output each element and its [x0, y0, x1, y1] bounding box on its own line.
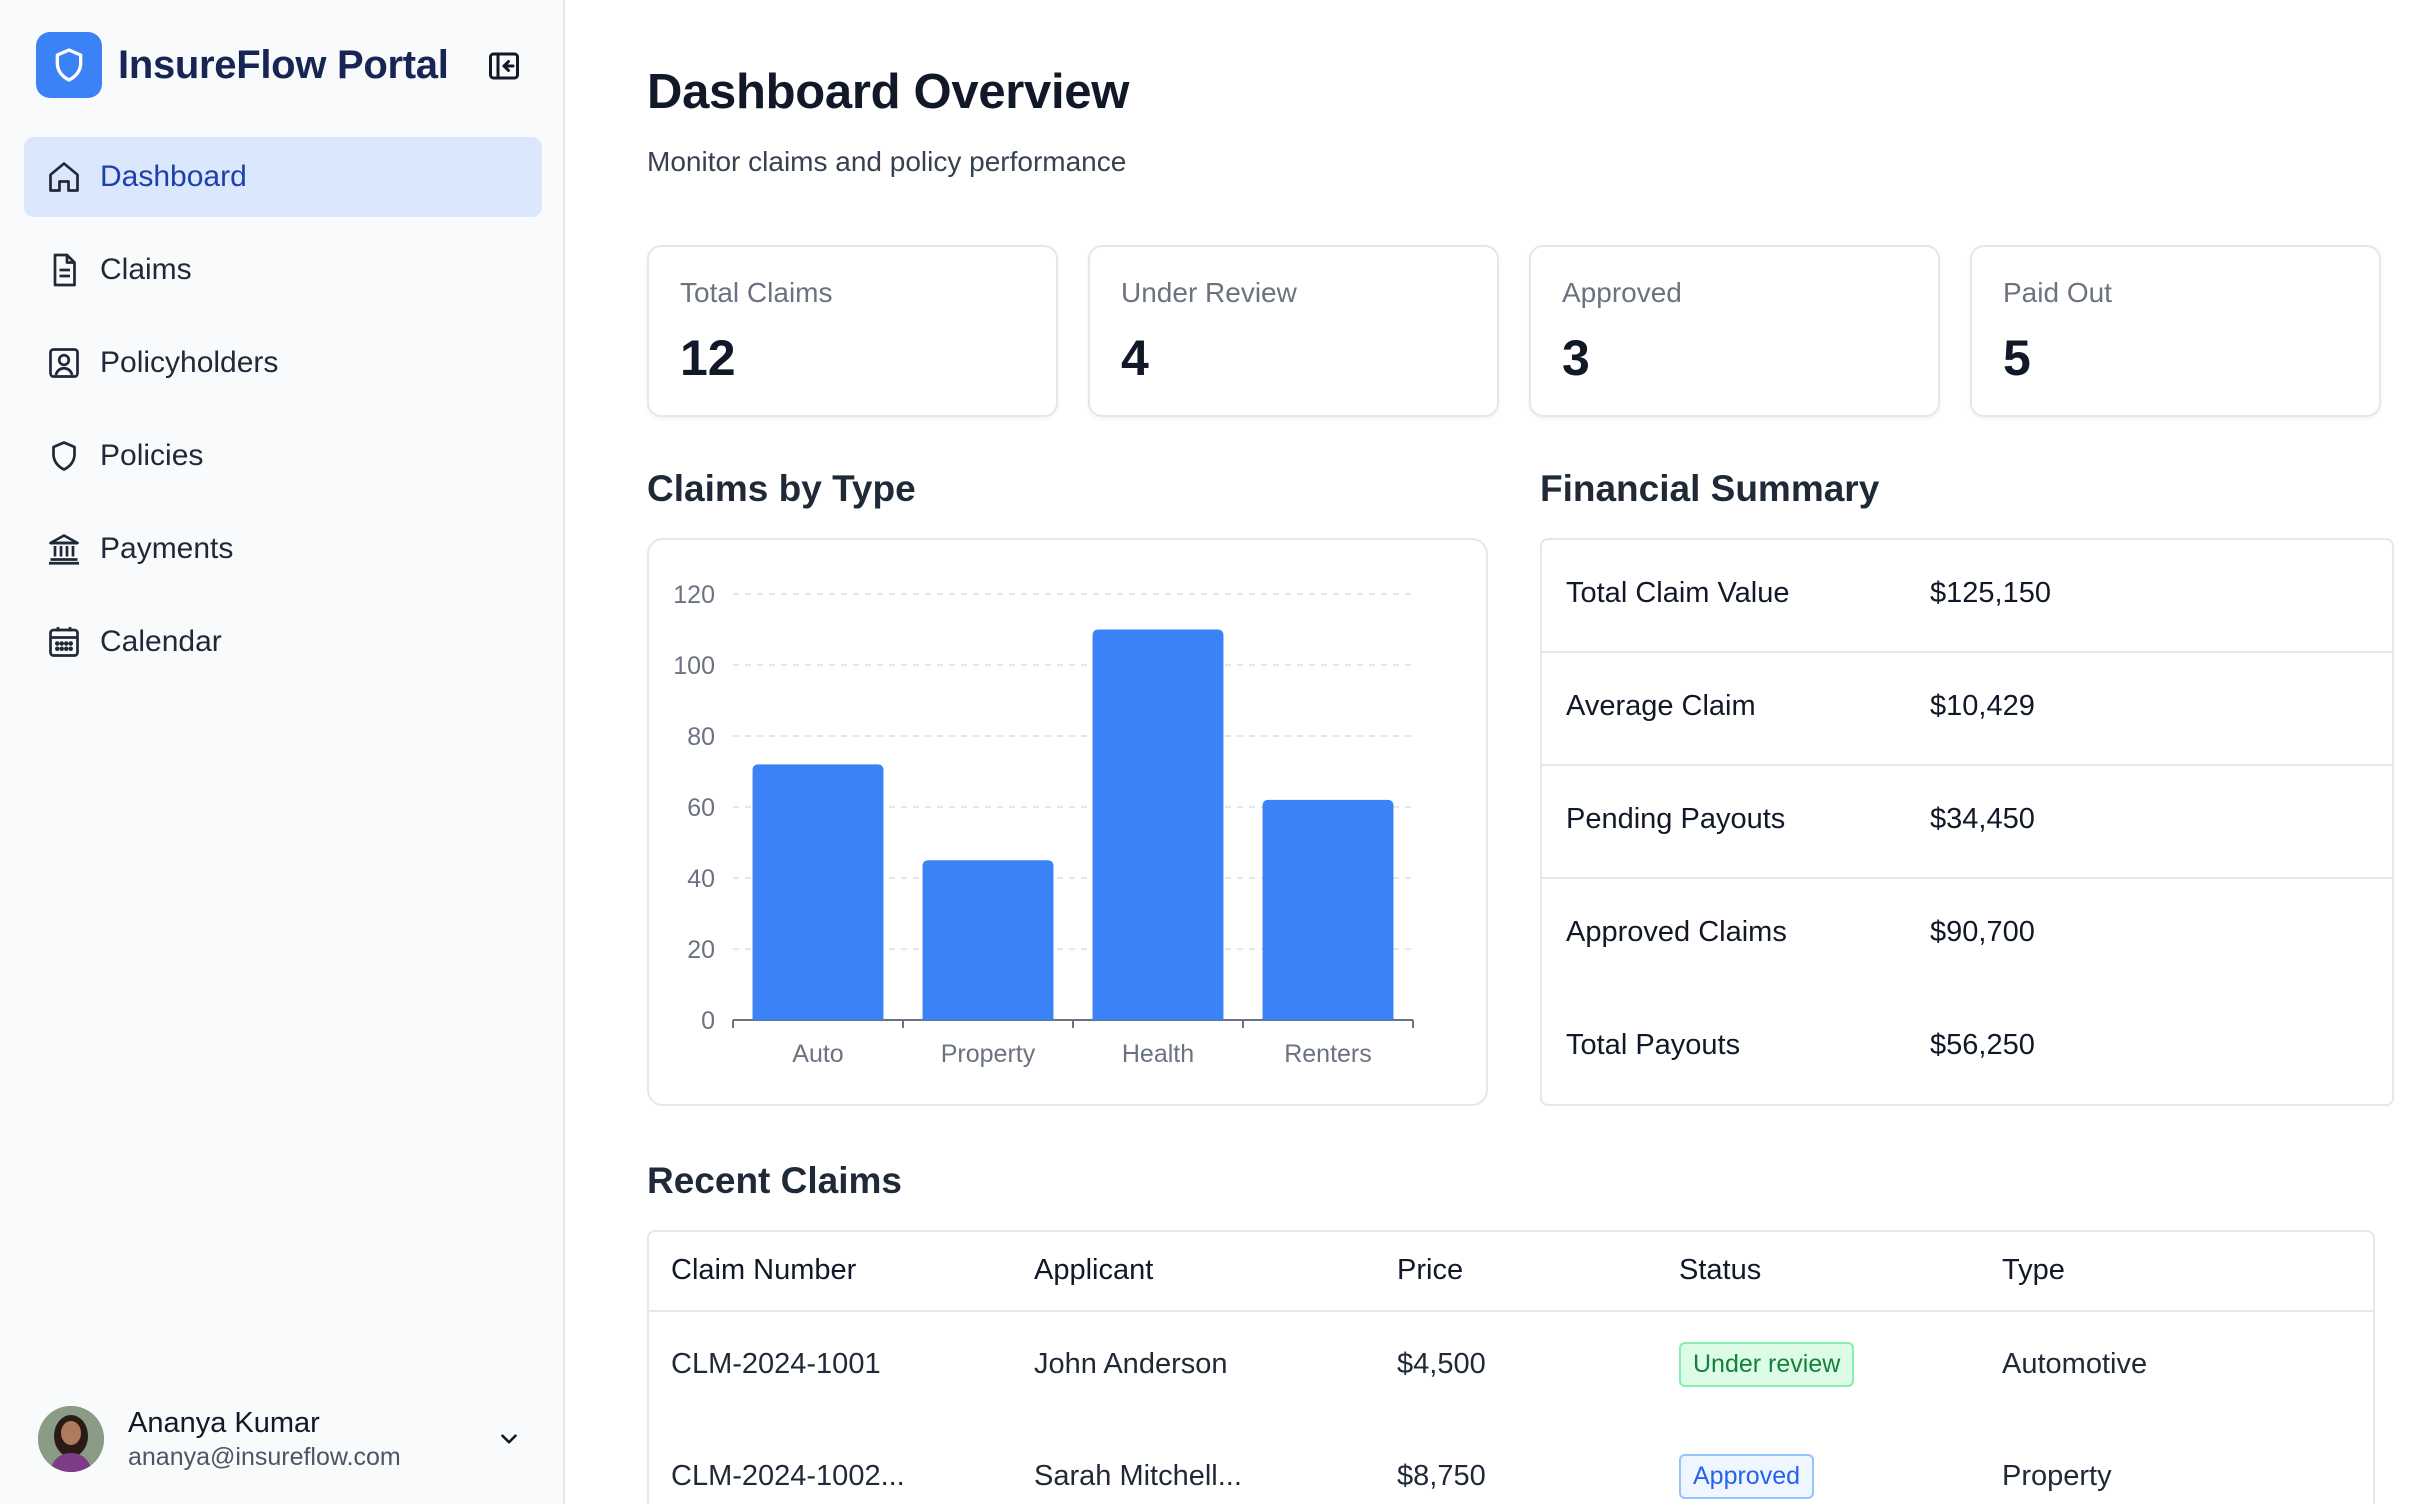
x-tick-label: Auto — [792, 1040, 843, 1068]
chevron-down-icon[interactable] — [492, 1422, 526, 1456]
financial-label: Total Payouts — [1566, 1029, 1741, 1061]
financial-summary-card: Total Claim Value $125,150 Average Claim… — [1540, 538, 2394, 1106]
financial-label: Pending Payouts — [1566, 803, 1786, 835]
column-header-type[interactable]: Type — [2002, 1254, 2065, 1286]
financial-label: Approved Claims — [1566, 916, 1787, 948]
y-tick-label: 60 — [687, 794, 715, 822]
stat-card-paid-out: Paid Out 5 — [1970, 245, 2381, 417]
y-tick-label: 20 — [687, 936, 715, 964]
status-badge: Approved — [1679, 1454, 1815, 1499]
stat-card-under-review: Under Review 4 — [1088, 245, 1499, 417]
price-cell: $8,750 — [1397, 1460, 1486, 1492]
sidebar-item-label: Payments — [100, 532, 234, 565]
claims-by-type-title: Claims by Type — [647, 468, 916, 509]
user-menu[interactable]: Ananya Kumar ananya@insureflow.com — [38, 1404, 534, 1474]
recent-claims-table: Claim Number Applicant Price Status Type… — [647, 1230, 2375, 1504]
sidebar-item-label: Dashboard — [100, 160, 247, 193]
table-row[interactable]: CLM-2024-1001 John Anderson $4,500 Under… — [649, 1312, 2373, 1424]
sidebar-item-policies[interactable]: Policies — [24, 416, 542, 496]
stat-value: 4 — [1121, 330, 1149, 386]
stat-card-total-claims: Total Claims 12 — [647, 245, 1058, 417]
y-tick-label: 80 — [687, 723, 715, 751]
financial-value: $125,150 — [1930, 577, 2051, 609]
bar-renters — [1262, 799, 1394, 1020]
y-tick-label: 100 — [673, 652, 715, 680]
financial-row-approved-claims: Approved Claims $90,700 — [1542, 879, 2392, 992]
financial-label: Total Claim Value — [1566, 577, 1790, 609]
calendar-icon — [44, 622, 84, 662]
stat-label: Under Review — [1121, 277, 1297, 308]
sidebar-nav: Dashboard Claims Policyholders — [24, 137, 542, 695]
y-tick-label: 120 — [673, 581, 715, 609]
column-header-price[interactable]: Price — [1397, 1254, 1464, 1286]
table-header: Claim Number Applicant Price Status Type — [649, 1232, 2373, 1312]
financial-row-average-claim: Average Claim $10,429 — [1542, 653, 2392, 766]
shield-icon — [44, 436, 84, 476]
document-icon — [44, 250, 84, 290]
applicant-cell: John Anderson — [1034, 1348, 1228, 1380]
bar-property — [922, 860, 1054, 1020]
price-cell: $4,500 — [1397, 1348, 1486, 1380]
x-tick-label: Property — [941, 1040, 1036, 1068]
bank-icon — [44, 529, 84, 569]
stat-card-approved: Approved 3 — [1529, 245, 1940, 417]
claim-number-cell: CLM-2024-1002... — [671, 1460, 905, 1492]
financial-value: $10,429 — [1930, 690, 2035, 722]
bar-auto — [752, 764, 884, 1020]
financial-row-total-payouts: Total Payouts $56,250 — [1542, 992, 2392, 1105]
stat-value: 3 — [1562, 330, 1590, 386]
bar-health — [1092, 629, 1224, 1020]
sidebar-item-label: Policies — [100, 439, 204, 472]
applicant-cell: Sarah Mitchell... — [1034, 1460, 1242, 1492]
sidebar-item-payments[interactable]: Payments — [24, 509, 542, 589]
sidebar-item-label: Calendar — [100, 625, 222, 658]
shield-logo-icon — [36, 32, 102, 98]
user-card-icon — [44, 343, 84, 383]
stat-label: Total Claims — [680, 277, 833, 308]
claims-by-type-chart: 0 20 40 60 80 100 120 Auto Property Health Renters — [647, 538, 1488, 1106]
financial-value: $90,700 — [1930, 916, 2035, 948]
sidebar-item-label: Policyholders — [100, 346, 279, 379]
page-title: Dashboard Overview — [647, 65, 1130, 119]
type-cell: Property — [2002, 1460, 2112, 1492]
user-email: ananya@insureflow.com — [128, 1443, 401, 1471]
column-header-claim-number[interactable]: Claim Number — [671, 1254, 857, 1286]
sidebar-item-dashboard[interactable]: Dashboard — [24, 137, 542, 217]
avatar — [38, 1406, 104, 1472]
financial-row-total-claim-value: Total Claim Value $125,150 — [1542, 540, 2392, 653]
stat-value: 12 — [680, 330, 736, 386]
claim-number-cell: CLM-2024-1001 — [671, 1348, 881, 1380]
stat-value: 5 — [2003, 330, 2031, 386]
sidebar-item-calendar[interactable]: Calendar — [24, 602, 542, 682]
sidebar-item-label: Claims — [100, 253, 192, 286]
column-header-status[interactable]: Status — [1679, 1254, 1762, 1286]
status-badge: Under review — [1679, 1342, 1855, 1387]
y-tick-label: 0 — [701, 1007, 715, 1035]
brand[interactable]: InsureFlow Portal — [36, 32, 449, 98]
stat-label: Paid Out — [2003, 277, 2112, 308]
column-header-applicant[interactable]: Applicant — [1034, 1254, 1154, 1286]
main-content: Dashboard Overview Monitor claims and po… — [565, 0, 2432, 1504]
recent-claims-title: Recent Claims — [647, 1160, 902, 1201]
financial-summary-title: Financial Summary — [1540, 468, 1880, 509]
financial-value: $56,250 — [1930, 1029, 2035, 1061]
user-name: Ananya Kumar — [128, 1407, 320, 1439]
financial-label: Average Claim — [1566, 690, 1756, 722]
page-subtitle: Monitor claims and policy performance — [647, 146, 1127, 177]
sidebar-item-claims[interactable]: Claims — [24, 230, 542, 310]
bar-chart: 0 20 40 60 80 100 120 Auto Property Health Renters — [673, 581, 1414, 1068]
financial-row-pending-payouts: Pending Payouts $34,450 — [1542, 766, 2392, 879]
stat-label: Approved — [1562, 277, 1682, 308]
x-tick-label: Renters — [1284, 1040, 1372, 1068]
home-icon — [44, 157, 84, 197]
sidebar: InsureFlow Portal Dashboard — [0, 0, 565, 1504]
sidebar-item-policyholders[interactable]: Policyholders — [24, 323, 542, 403]
y-tick-label: 40 — [687, 865, 715, 893]
collapse-sidebar-icon[interactable] — [484, 46, 524, 86]
table-row[interactable]: CLM-2024-1002... Sarah Mitchell... $8,75… — [649, 1424, 2373, 1504]
app-name: InsureFlow Portal — [118, 42, 449, 87]
financial-value: $34,450 — [1930, 803, 2035, 835]
type-cell: Automotive — [2002, 1348, 2148, 1380]
x-tick-label: Health — [1122, 1040, 1194, 1068]
